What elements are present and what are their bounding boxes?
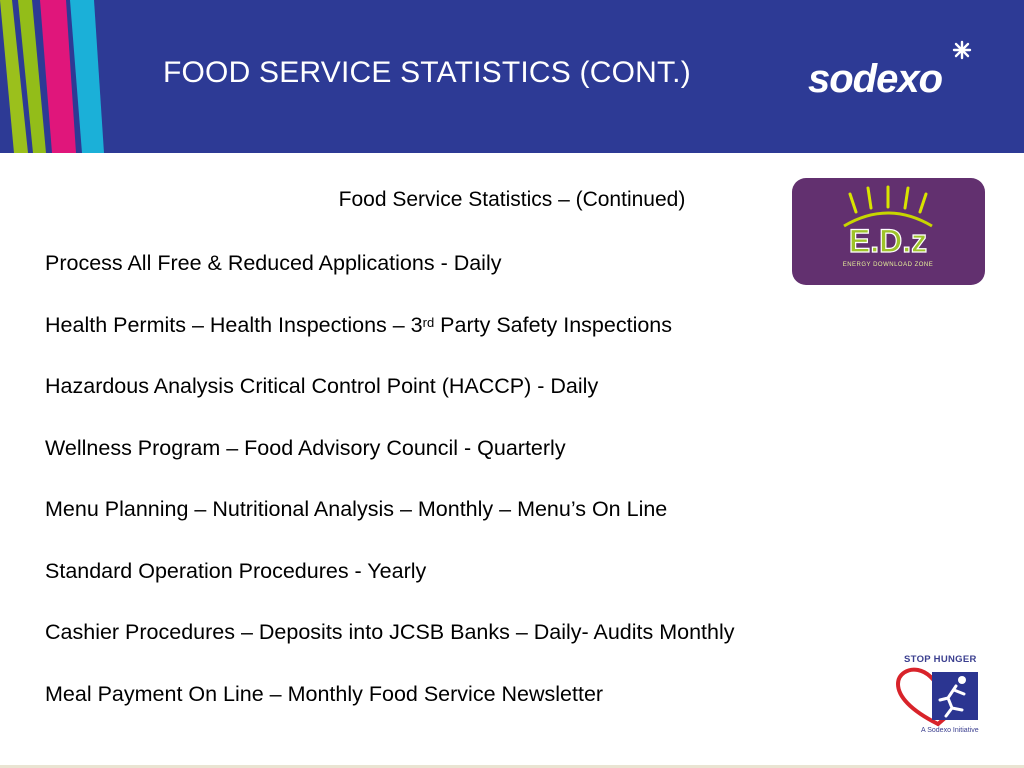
list-item: Standard Operation Procedures - Yearly — [45, 558, 427, 583]
list-item: Hazardous Analysis Critical Control Poin… — [45, 374, 599, 398]
edz-logo-text: E.D.z — [849, 223, 927, 259]
edz-logo-graphic: E.D.z ENERGY DOWNLOAD ZONE — [843, 185, 934, 268]
slide-title: FOOD SERVICE STATISTICS (CONT.) — [163, 56, 691, 89]
list-item-text: Party Safety Inspections — [434, 312, 673, 337]
list-item: Meal Payment On Line – Monthly Food Serv… — [45, 681, 604, 706]
list-item: Cashier Procedures – Deposits into JCSB … — [45, 620, 735, 644]
stop-hunger-caption: A Sodexo Initiative — [921, 727, 979, 734]
stop-hunger-title: STOP HUNGER — [904, 654, 977, 665]
list-item: Health Permits – Health Inspections – 3r… — [45, 311, 735, 373]
edz-tagline: ENERGY DOWNLOAD ZONE — [843, 262, 934, 268]
statistics-list: Process All Free & Reduced Applications … — [45, 249, 735, 741]
list-item: Process All Free & Reduced Applications … — [45, 251, 502, 275]
slide-header: FOOD SERVICE STATISTICS (CONT.) sodexo — [0, 0, 1024, 153]
heart-runner-icon — [895, 667, 978, 726]
stop-hunger-logo: STOP HUNGER A Sodexo Initiative — [890, 652, 1000, 744]
list-item: Wellness Program – Food Advisory Council… — [45, 435, 566, 460]
edz-logo-badge: E.D.z ENERGY DOWNLOAD ZONE — [792, 178, 985, 285]
list-item: Menu Planning – Nutritional Analysis – M… — [45, 497, 668, 521]
content-subtitle: Food Service Statistics – (Continued) — [338, 188, 686, 211]
color-stripes-decoration — [0, 0, 104, 153]
footer-divider — [0, 765, 1024, 768]
sodexo-logo: sodexo — [808, 40, 972, 101]
sodexo-star-icon — [952, 40, 972, 60]
list-item-text: Health Permits – Health Inspections – 3 — [45, 312, 423, 337]
ordinal-suffix: rd — [422, 314, 435, 330]
sodexo-wordmark: sodexo — [808, 57, 943, 101]
